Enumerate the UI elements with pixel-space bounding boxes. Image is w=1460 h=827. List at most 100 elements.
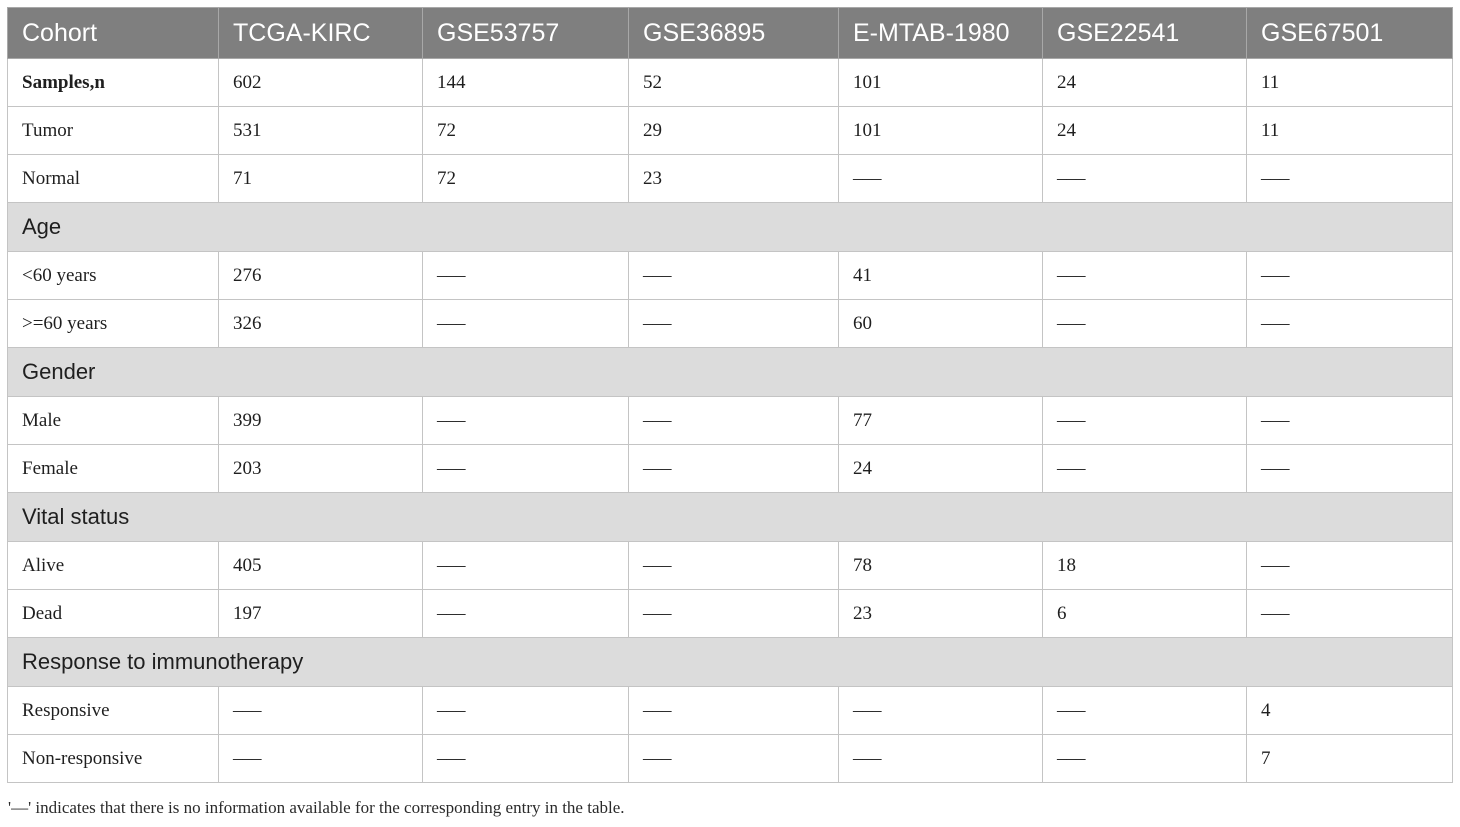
table-cell: ––– [1246,589,1453,638]
table-cell: ––– [422,686,629,735]
table-row: Normal 71 72 23 ––– ––– ––– [7,154,1453,203]
table-cell: 52 [628,58,839,107]
row-label: Alive [7,541,219,590]
table-cell: 276 [218,251,423,300]
table-cell: 405 [218,541,423,590]
cohort-table: Cohort TCGA-KIRC GSE53757 GSE36895 E-MTAB-19… [7,7,1453,783]
table-cell: 326 [218,299,423,348]
section-header: Age [7,202,1453,252]
table-body: Samples,n 602 144 52 101 24 11 Tumor 531 72 29 101 2… [7,58,1453,783]
row-label: Responsive [7,686,219,735]
table-cell: ––– [1246,396,1453,445]
section-header-row: Vital status [7,492,1453,542]
table-cell: ––– [1246,444,1453,493]
column-header: GSE67501 [1246,7,1453,59]
table-cell: ––– [1042,251,1247,300]
table-cell: 4 [1246,686,1453,735]
row-label: Tumor [7,106,219,155]
table-cell: ––– [422,734,629,783]
table-cell: 41 [838,251,1043,300]
table-cell: ––– [1246,251,1453,300]
table-cell: 23 [628,154,839,203]
table-cell: ––– [422,251,629,300]
table-cell: ––– [422,444,629,493]
table-cell: 11 [1246,58,1453,107]
table-cell: ––– [628,251,839,300]
table-cell: 23 [838,589,1043,638]
row-label: <60 years [7,251,219,300]
table-cell: 18 [1042,541,1247,590]
row-label: Normal [7,154,219,203]
section-header: Response to immunotherapy [7,637,1453,687]
table-row: Tumor 531 72 29 101 24 11 [7,106,1453,155]
column-header: E-MTAB-1980 [838,7,1043,59]
row-label: Male [7,396,219,445]
row-label: Dead [7,589,219,638]
table-row: >=60 years 326 ––– ––– 60 ––– ––– [7,299,1453,348]
table-cell: 144 [422,58,629,107]
table-cell: 6 [1042,589,1247,638]
column-header-cohort: Cohort [7,7,219,59]
column-header: TCGA-KIRC [218,7,423,59]
table-cell: 72 [422,106,629,155]
header-row: Cohort TCGA-KIRC GSE53757 GSE36895 E-MTAB-19… [7,7,1453,59]
table-header: Cohort TCGA-KIRC GSE53757 GSE36895 E-MTAB-19… [7,7,1453,59]
column-header: GSE36895 [628,7,839,59]
table-cell: ––– [1246,154,1453,203]
table-cell: 197 [218,589,423,638]
table-cell: 602 [218,58,423,107]
section-header: Vital status [7,492,1453,542]
table-cell: 24 [1042,58,1247,107]
table-cell: ––– [628,686,839,735]
table-cell: ––– [422,589,629,638]
table-row: <60 years 276 ––– ––– 41 ––– ––– [7,251,1453,300]
section-header-row: Gender [7,347,1453,397]
table-cell: ––– [1042,154,1247,203]
table-cell: ––– [1042,734,1247,783]
table-row: Alive 405 ––– ––– 78 18 ––– [7,541,1453,590]
table-cell: ––– [218,734,423,783]
table-cell: 24 [838,444,1043,493]
table-row: Male 399 ––– ––– 77 ––– ––– [7,396,1453,445]
section-header-row: Age [7,202,1453,252]
table-cell: ––– [628,396,839,445]
table-cell: 60 [838,299,1043,348]
table-cell: 72 [422,154,629,203]
table-cell: 24 [1042,106,1247,155]
table-cell: 71 [218,154,423,203]
table-cell: 203 [218,444,423,493]
table-row: Female 203 ––– ––– 24 ––– ––– [7,444,1453,493]
row-label: Female [7,444,219,493]
table-cell: ––– [1246,299,1453,348]
column-header: GSE22541 [1042,7,1247,59]
table-cell: ––– [218,686,423,735]
table-cell: ––– [628,299,839,348]
table-cell: ––– [628,734,839,783]
row-label: Samples,n [7,58,219,107]
table-row: Responsive ––– ––– ––– ––– ––– 4 [7,686,1453,735]
table-cell: 531 [218,106,423,155]
table-cell: ––– [628,589,839,638]
table-cell: ––– [1042,299,1247,348]
table-cell: ––– [838,154,1043,203]
section-header: Gender [7,347,1453,397]
table-row: Samples,n 602 144 52 101 24 11 [7,58,1453,107]
table-cell: ––– [838,734,1043,783]
table-row: Non-responsive ––– ––– ––– ––– ––– 7 [7,734,1453,783]
table-row: Dead 197 ––– ––– 23 6 ––– [7,589,1453,638]
table-cell: 101 [838,58,1043,107]
table-cell: 29 [628,106,839,155]
table-cell: ––– [838,686,1043,735]
table-footnote: '—' indicates that there is no informati… [8,798,625,817]
table-cell: ––– [1042,444,1247,493]
table-cell: ––– [1246,541,1453,590]
table-cell: 78 [838,541,1043,590]
column-header: GSE53757 [422,7,629,59]
table-cell: ––– [422,299,629,348]
table-cell: ––– [1042,396,1247,445]
table-cell: 399 [218,396,423,445]
table-cell: 11 [1246,106,1453,155]
table-cell: 77 [838,396,1043,445]
table-cell: ––– [628,444,839,493]
table-cell: 101 [838,106,1043,155]
